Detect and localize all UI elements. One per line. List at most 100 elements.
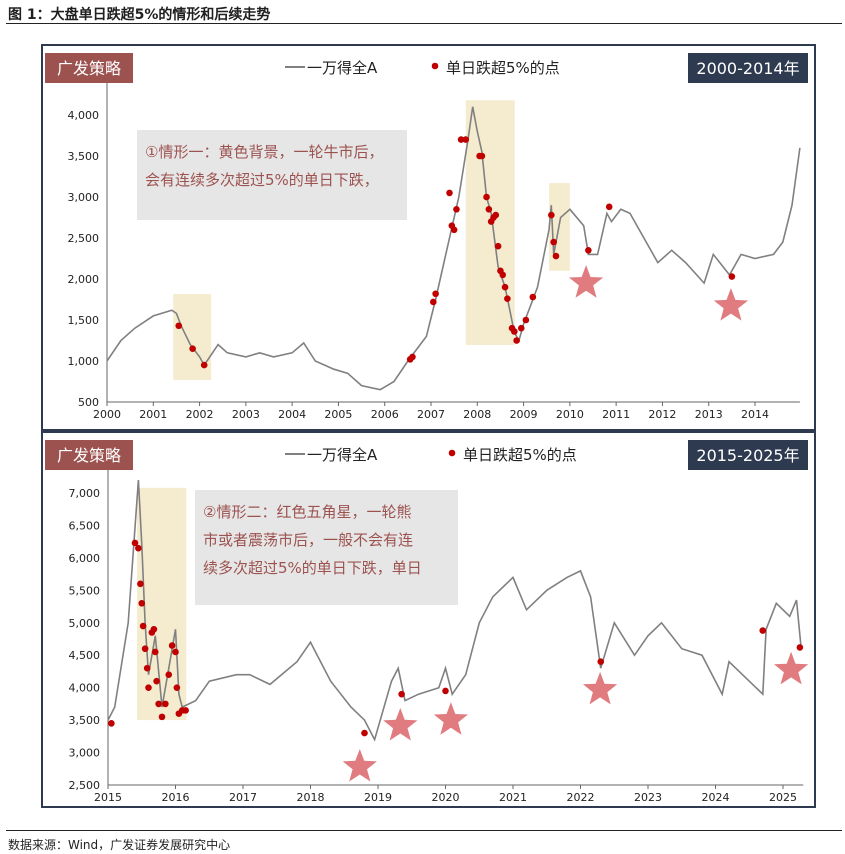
drop-point — [168, 642, 176, 649]
drop-point — [108, 720, 115, 727]
x-tick-label: 2019 — [364, 791, 392, 804]
brand-label: 广发策略 — [57, 59, 121, 78]
drop-point — [494, 242, 502, 250]
legend-dot-icon — [431, 62, 439, 70]
drop-point — [151, 648, 159, 656]
y-tick-label: 4,500 — [69, 649, 101, 662]
drop-point — [141, 645, 149, 653]
drop-point — [143, 664, 151, 672]
star-marker — [583, 671, 618, 705]
brand-badge — [45, 440, 133, 470]
y-tick-label: 5,000 — [69, 617, 101, 630]
drop-point — [432, 290, 439, 298]
drop-point — [462, 136, 470, 143]
drop-point — [457, 136, 465, 143]
x-tick-label: 2011 — [602, 408, 630, 421]
drop-point — [153, 677, 160, 685]
drop-point — [548, 211, 555, 219]
drop-point — [478, 152, 486, 160]
x-tick-label: 2009 — [510, 408, 538, 421]
note-text: 会有连续多次超过5%的单日下跌， — [145, 171, 379, 189]
x-tick-label: 2002 — [186, 408, 214, 421]
chart-frame — [41, 44, 816, 431]
y-tick-label: 5,500 — [69, 584, 101, 597]
y-tick-label: 3,500 — [69, 714, 101, 727]
x-tick-label: 2023 — [634, 791, 662, 804]
x-tick-label: 2007 — [417, 408, 445, 421]
period-badge — [688, 53, 808, 83]
x-tick-label: 2004 — [278, 408, 306, 421]
period-label: 2000-2014年 — [696, 59, 799, 78]
y-tick-label: 2,500 — [68, 232, 100, 245]
legend-dot-label: 单日跌超5%的点 — [463, 446, 577, 464]
drop-point — [485, 206, 493, 213]
drop-point — [175, 322, 183, 330]
drop-point — [139, 622, 147, 630]
drop-point — [446, 189, 453, 197]
drop-point — [517, 324, 525, 332]
note-text: ①情形一：黄色背景，一轮牛市后， — [145, 143, 383, 161]
drop-point — [605, 203, 613, 211]
drop-point — [450, 226, 458, 234]
drop-point — [361, 729, 368, 737]
period-label: 2015-2025年 — [696, 446, 799, 465]
x-tick-label: 2024 — [702, 791, 730, 804]
drop-point — [442, 687, 449, 695]
legend-line-label: 一万得全A — [307, 446, 378, 464]
y-tick-label: 6,500 — [69, 519, 101, 532]
figure-title: 图 1：大盘单日跌超5%的情形和后续走势 — [8, 7, 271, 23]
note-box — [137, 130, 407, 220]
note-text: ②情形二：红色五角星，一轮熊 — [203, 503, 411, 521]
x-tick-label: 2017 — [229, 791, 257, 804]
drop-point — [501, 283, 509, 291]
note-box — [195, 490, 458, 605]
drop-point — [182, 707, 189, 714]
drop-point — [529, 293, 537, 301]
y-tick-label: 3,000 — [69, 747, 101, 760]
brand-label: 广发策略 — [57, 446, 121, 465]
y-tick-label: 4,000 — [69, 682, 101, 695]
star-marker — [568, 265, 604, 298]
x-tick-label: 2015 — [94, 791, 122, 804]
y-tick-label: 6,000 — [69, 552, 101, 565]
drop-point — [550, 238, 557, 246]
drop-point — [145, 684, 152, 691]
drop-point — [165, 671, 173, 678]
x-tick-label: 2014 — [741, 408, 769, 421]
period-badge — [688, 440, 808, 470]
star-marker — [774, 651, 809, 685]
divider — [6, 830, 842, 831]
drop-point — [430, 298, 437, 306]
drop-point — [158, 713, 166, 721]
drop-point — [409, 353, 416, 361]
x-tick-label: 2012 — [648, 408, 676, 421]
x-tick-label: 2008 — [463, 408, 491, 421]
index-line — [107, 479, 802, 742]
drop-point — [150, 625, 158, 633]
drop-point — [398, 690, 405, 698]
drop-point — [135, 544, 142, 552]
legend-dot-icon — [448, 449, 456, 457]
x-tick-label: 2001 — [139, 408, 167, 421]
x-tick-label: 2021 — [499, 791, 527, 804]
y-tick-label: 3,500 — [68, 150, 100, 163]
note-text: 市或者震荡市后，一般不会有连 — [203, 531, 413, 549]
drop-point — [492, 211, 500, 219]
star-marker — [383, 708, 418, 741]
star-marker — [713, 288, 749, 321]
x-tick-label: 2016 — [162, 791, 190, 804]
x-tick-label: 2018 — [297, 791, 325, 804]
star-marker — [433, 702, 468, 735]
y-tick-label: 2,000 — [68, 273, 100, 286]
x-tick-label: 2000 — [93, 408, 121, 421]
source-note: 数据来源：Wind，广发证券发展研究中心 — [8, 838, 231, 852]
y-tick-label: 7,000 — [69, 487, 101, 500]
drop-point — [552, 252, 560, 260]
y-tick-label: 2,500 — [69, 779, 101, 792]
y-tick-label: 3,000 — [68, 191, 100, 204]
x-tick-label: 2010 — [556, 408, 584, 421]
drop-point — [155, 700, 162, 708]
x-tick-label: 2025 — [769, 791, 797, 804]
drop-point — [504, 295, 511, 302]
